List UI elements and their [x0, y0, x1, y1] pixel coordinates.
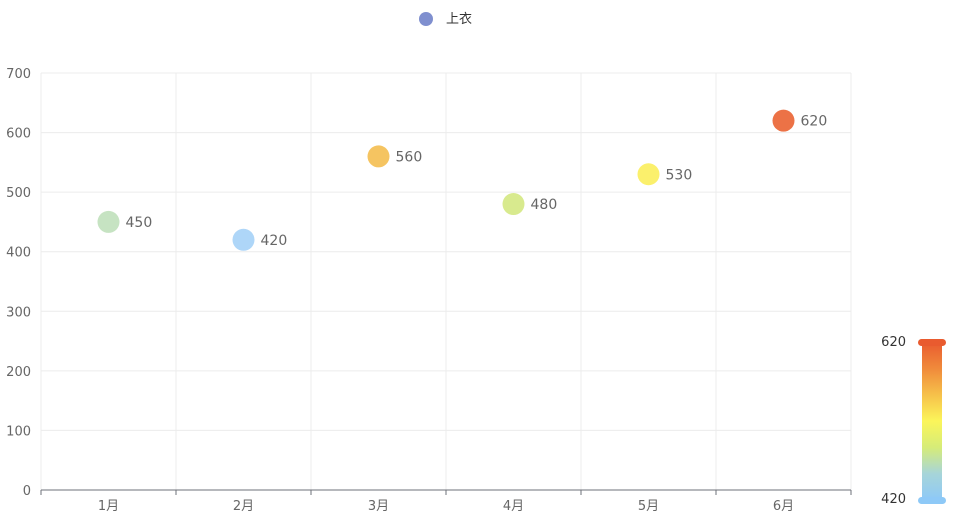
y-tick-label: 600 [6, 127, 31, 142]
data-label: 420 [261, 233, 288, 249]
data-point [232, 228, 255, 251]
x-tick-label: 4月 [503, 499, 524, 514]
data-points: 450 420 560 480 530 620 [97, 109, 828, 251]
x-tick-label: 1月 [98, 499, 119, 514]
data-point [637, 163, 660, 186]
data-label: 530 [666, 167, 693, 183]
x-tick-label: 3月 [368, 499, 389, 514]
y-tick-label: 200 [6, 365, 31, 380]
data-label: 480 [531, 197, 558, 213]
y-tick-label: 500 [6, 186, 31, 201]
y-axis: 0 100 200 300 400 500 600 700 [6, 67, 31, 499]
x-tick-label: 6月 [773, 499, 794, 514]
legend-marker [419, 12, 433, 26]
visual-map-max-label: 620 [881, 335, 906, 350]
y-tick-label: 700 [6, 67, 31, 82]
data-point [367, 145, 390, 168]
legend[interactable]: 上衣 [419, 11, 472, 27]
x-tick-label: 5月 [638, 499, 659, 514]
legend-label: 上衣 [446, 11, 472, 27]
grid [40, 72, 852, 490]
data-label: 560 [396, 149, 423, 165]
y-tick-label: 300 [6, 305, 31, 320]
data-label: 620 [801, 114, 828, 130]
y-tick-label: 400 [6, 246, 31, 261]
visual-map-bar [922, 342, 942, 500]
visual-map-min-label: 420 [881, 492, 906, 507]
visual-map[interactable]: 620 420 [881, 335, 946, 507]
visual-map-handle-top[interactable] [918, 339, 946, 346]
data-point [772, 109, 795, 132]
x-tick-label: 2月 [233, 499, 254, 514]
y-tick-label: 100 [6, 424, 31, 439]
data-label: 450 [126, 215, 153, 231]
y-tick-label: 0 [23, 484, 31, 499]
visual-map-handle-bottom[interactable] [918, 497, 946, 504]
x-axis: 1月 2月 3月 4月 5月 6月 [40, 489, 852, 514]
data-point [502, 193, 525, 216]
data-point [97, 210, 120, 233]
